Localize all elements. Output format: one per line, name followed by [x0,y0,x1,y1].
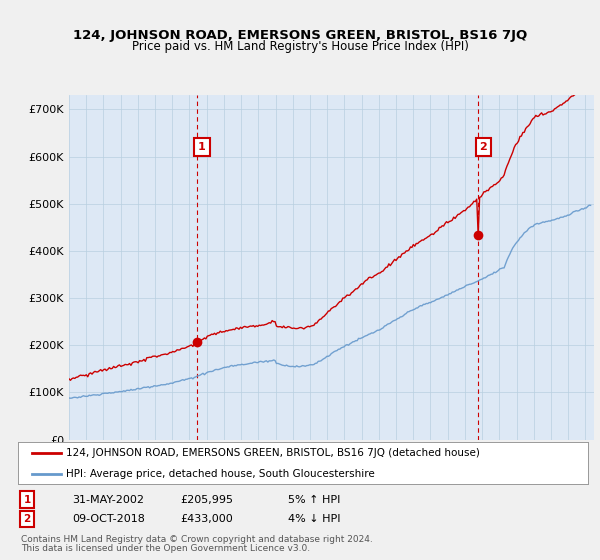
Text: This data is licensed under the Open Government Licence v3.0.: This data is licensed under the Open Gov… [21,544,310,553]
Text: £205,995: £205,995 [180,494,233,505]
Text: 1: 1 [198,142,206,152]
Text: £433,000: £433,000 [180,514,233,524]
Text: 124, JOHNSON ROAD, EMERSONS GREEN, BRISTOL, BS16 7JQ: 124, JOHNSON ROAD, EMERSONS GREEN, BRIST… [73,29,527,42]
Text: 31-MAY-2002: 31-MAY-2002 [72,494,144,505]
Text: 2: 2 [23,514,31,524]
Text: 09-OCT-2018: 09-OCT-2018 [72,514,145,524]
Text: 1: 1 [23,494,31,505]
Text: Price paid vs. HM Land Registry's House Price Index (HPI): Price paid vs. HM Land Registry's House … [131,40,469,53]
Text: Contains HM Land Registry data © Crown copyright and database right 2024.: Contains HM Land Registry data © Crown c… [21,534,373,544]
Text: 4% ↓ HPI: 4% ↓ HPI [288,514,341,524]
Text: 124, JOHNSON ROAD, EMERSONS GREEN, BRISTOL, BS16 7JQ (detached house): 124, JOHNSON ROAD, EMERSONS GREEN, BRIST… [67,448,481,458]
Text: HPI: Average price, detached house, South Gloucestershire: HPI: Average price, detached house, Sout… [67,469,375,479]
Text: 5% ↑ HPI: 5% ↑ HPI [288,494,340,505]
Text: 2: 2 [479,142,487,152]
